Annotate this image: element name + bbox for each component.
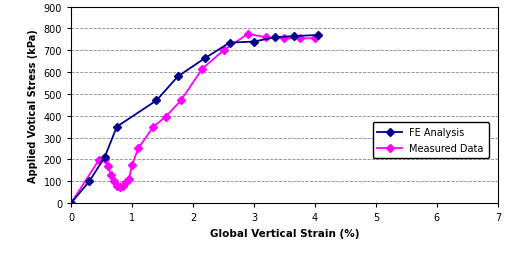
Measured Data: [150, 126, 156, 129]
FE Analysis: [175, 76, 181, 79]
FE Analysis: [114, 126, 120, 129]
Measured Data: [68, 202, 74, 205]
Measured Data: [297, 38, 303, 41]
Measured Data: [111, 180, 117, 183]
FE Analysis: [251, 41, 257, 44]
FE Analysis: [291, 36, 297, 39]
Measured Data: [263, 37, 269, 40]
FE Analysis: [102, 156, 108, 159]
FE Analysis: [272, 37, 278, 40]
FE Analysis: [202, 57, 208, 60]
Line: Measured Data: Measured Data: [69, 32, 318, 206]
Measured Data: [178, 100, 184, 103]
Measured Data: [96, 159, 102, 162]
FE Analysis: [153, 100, 160, 103]
FE Analysis: [227, 42, 233, 45]
Measured Data: [245, 33, 251, 36]
Measured Data: [114, 184, 120, 187]
Measured Data: [123, 181, 129, 184]
Measured Data: [105, 165, 111, 168]
FE Analysis: [315, 34, 321, 37]
Measured Data: [120, 184, 126, 187]
Y-axis label: Applied Votical Stress (kPa): Applied Votical Stress (kPa): [28, 29, 38, 182]
Measured Data: [281, 38, 288, 41]
Measured Data: [129, 164, 135, 167]
Measured Data: [220, 50, 227, 53]
Measured Data: [102, 158, 108, 161]
Line: FE Analysis: FE Analysis: [69, 33, 321, 206]
FE Analysis: [68, 202, 74, 205]
Measured Data: [108, 173, 114, 177]
FE Analysis: [86, 180, 92, 183]
Measured Data: [117, 185, 123, 188]
Measured Data: [163, 116, 169, 119]
X-axis label: Global Vertical Strain (%): Global Vertical Strain (%): [210, 228, 359, 238]
Measured Data: [135, 147, 141, 150]
Measured Data: [199, 68, 205, 71]
Measured Data: [126, 178, 132, 181]
Measured Data: [312, 38, 318, 41]
Legend: FE Analysis, Measured Data: FE Analysis, Measured Data: [372, 123, 489, 158]
